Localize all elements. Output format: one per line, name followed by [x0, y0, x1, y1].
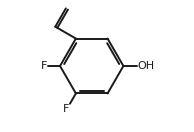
Text: F: F	[41, 61, 48, 71]
Text: OH: OH	[137, 61, 154, 71]
Text: F: F	[63, 104, 69, 114]
